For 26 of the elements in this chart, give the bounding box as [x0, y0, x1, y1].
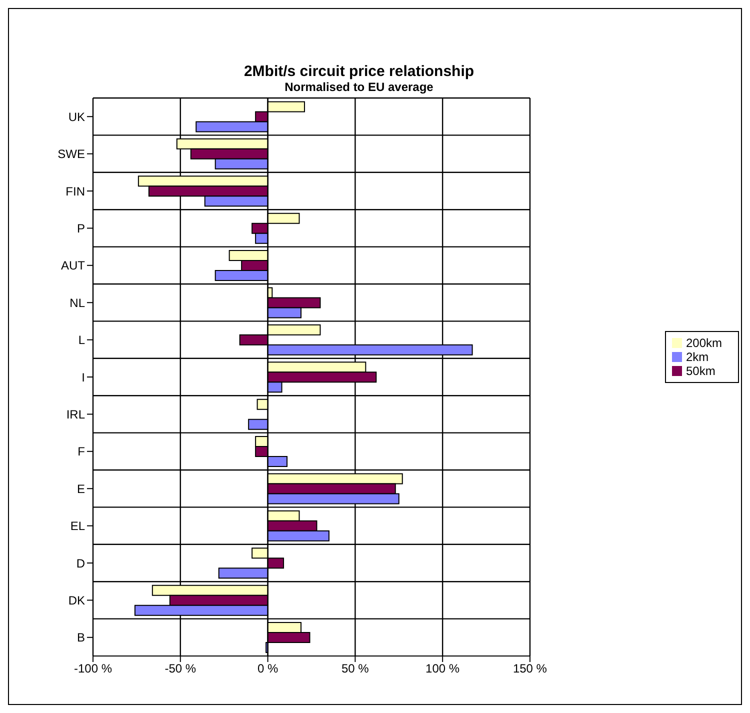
y-tick-label: AUT — [61, 258, 86, 273]
chart-title: 2Mbit/s circuit price relationship — [242, 63, 476, 80]
y-tick-label: L — [78, 333, 86, 348]
chart-subtitle: Normalised to EU average — [284, 80, 434, 94]
y-tick-label: FIN — [66, 184, 85, 198]
y-tick-label: DK — [68, 593, 85, 608]
x-tick-label: 150 % — [512, 662, 548, 676]
x-tick-label: -50 % — [164, 662, 196, 676]
x-tick-label: 50 % — [342, 662, 370, 676]
y-tick-label: NL — [70, 296, 86, 310]
y-tick-label: P — [76, 221, 85, 236]
x-tick-label: 0 % — [257, 662, 278, 676]
y-tick-label: D — [76, 556, 86, 570]
legend-label: 2km — [686, 350, 709, 364]
x-tick-label: 100 % — [426, 662, 460, 676]
y-tick-label: IRL — [66, 407, 86, 422]
y-tick-label: F — [78, 444, 85, 459]
legend-label: 200km — [686, 336, 722, 350]
y-tick-label: SWE — [58, 147, 85, 162]
y-tick-label: UK — [68, 110, 85, 124]
legend-label: 50km — [686, 364, 716, 378]
y-tick-label: EL — [70, 519, 86, 534]
y-tick-label: E — [76, 482, 85, 496]
y-tick-label: I — [82, 370, 85, 384]
y-tick-label: B — [76, 630, 85, 645]
x-tick-label: -100 % — [74, 662, 112, 676]
